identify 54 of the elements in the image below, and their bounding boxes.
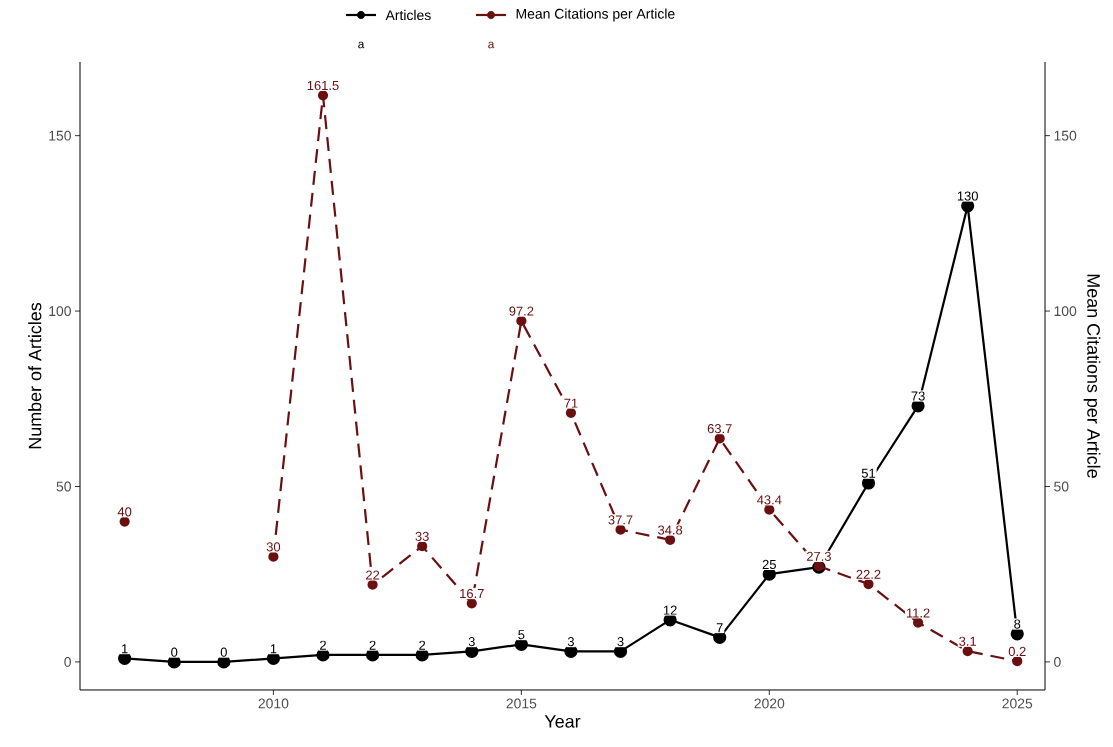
- y-tick-label: 150: [49, 130, 71, 141]
- x-tick-label: 2025: [1002, 698, 1033, 709]
- data-label: 27.3: [806, 551, 831, 561]
- data-label: 3.1: [959, 636, 977, 646]
- data-label: 3: [617, 637, 624, 647]
- data-label: 2: [419, 640, 426, 650]
- text: a: [488, 41, 495, 49]
- y2-tick-label: 100: [1054, 306, 1077, 317]
- y2-tick-label: 150: [1054, 130, 1077, 141]
- y-tick-label: 100: [49, 306, 71, 317]
- data-label: 51: [861, 468, 876, 478]
- text: a: [358, 41, 365, 49]
- data-label: 3: [468, 637, 475, 647]
- x-axis-title: Year: [544, 715, 581, 728]
- data-label: 73: [911, 391, 925, 401]
- data-label: 0.2: [1008, 646, 1026, 657]
- data-label: 22.2: [856, 569, 881, 579]
- data-label: 7: [716, 623, 723, 633]
- data-label: 2: [320, 640, 326, 650]
- legend-label: Articles: [385, 9, 431, 21]
- data-label: 8: [1014, 619, 1021, 629]
- data-label: 30: [266, 542, 281, 552]
- y2-tick-label: 50: [1054, 481, 1069, 492]
- data-label: 1: [122, 644, 128, 654]
- data-label: 12: [663, 605, 677, 615]
- data-label: 71: [564, 398, 578, 408]
- x-tick-label: 2010: [258, 698, 289, 709]
- data-label: 0: [171, 647, 178, 657]
- x-tick-label: 2020: [754, 698, 785, 709]
- data-label: 130: [957, 191, 978, 201]
- data-label: 97.2: [509, 306, 534, 316]
- data-label: 43.4: [756, 495, 782, 505]
- data-label: 11.2: [906, 608, 930, 618]
- data-label: 0: [220, 647, 227, 657]
- data-label: 5: [518, 630, 525, 640]
- legend-label: Mean Citations per Article: [516, 8, 675, 22]
- y2-tick-label: 0: [1054, 656, 1061, 667]
- data-label: 1: [270, 644, 277, 654]
- data-label: 34.8: [658, 525, 683, 535]
- data-label: 33: [415, 531, 429, 541]
- y2-axis-title: Mean Citations per Article: [1083, 274, 1101, 478]
- data-label: 161.5: [307, 80, 339, 91]
- y-axis-title: Number of Articles: [28, 302, 42, 449]
- data-label: 40: [117, 507, 132, 517]
- data-label: 3: [567, 637, 574, 647]
- data-label: 2: [369, 640, 376, 650]
- data-label: 22: [366, 570, 380, 580]
- data-label: 16.7: [460, 588, 484, 599]
- y-tick-label: 0: [64, 656, 71, 667]
- x-tick-label: 2015: [506, 698, 537, 709]
- data-label: 25: [762, 559, 776, 570]
- data-label: 63.7: [707, 424, 732, 434]
- data-label: 37.7: [608, 515, 633, 525]
- y-tick-label: 50: [56, 481, 71, 492]
